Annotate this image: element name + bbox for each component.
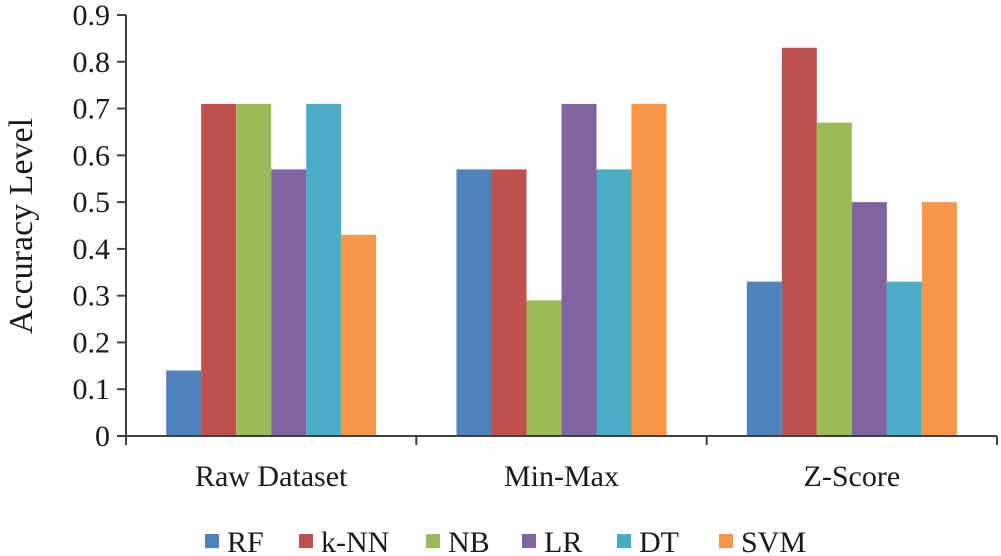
legend-label-rf: RF [227, 526, 264, 556]
y-tick-label: 0.5 [73, 186, 111, 219]
legend-label-k-nn: k-NN [321, 526, 389, 556]
x-axis-labels: Raw Dataset Min-Max Z-Score [195, 460, 900, 493]
bar-rf-2 [746, 281, 782, 436]
y-axis-ticks: 0 0.1 0.2 0.3 0.4 0.5 0.6 0.7 0.8 0.9 [73, 0, 126, 453]
bar-lr-1 [561, 103, 597, 436]
bar-dt-2 [886, 281, 922, 436]
x-category-label: Min-Max [504, 460, 619, 493]
legend-label-svm: SVM [741, 526, 806, 556]
bar-nb-0 [236, 103, 272, 436]
bars [166, 47, 957, 436]
legend-label-lr: LR [544, 526, 582, 556]
bar-k-nn-0 [201, 103, 237, 436]
y-tick-label: 0.2 [73, 326, 111, 359]
bar-dt-1 [596, 169, 632, 436]
legend-label-dt: DT [639, 526, 679, 556]
bar-rf-0 [166, 370, 202, 436]
y-tick-label: 0.7 [73, 93, 111, 126]
y-tick-label: 0.1 [73, 373, 111, 406]
bar-svm-0 [341, 234, 377, 436]
bar-svm-2 [921, 202, 957, 436]
y-tick-label: 0.9 [73, 0, 111, 32]
bar-lr-0 [271, 169, 307, 436]
bar-k-nn-1 [491, 169, 527, 436]
y-tick-label: 0.6 [73, 139, 111, 172]
y-axis-title: Accuracy Level [3, 118, 40, 334]
bar-nb-2 [816, 122, 852, 436]
legend-swatch-svm [719, 534, 733, 548]
bar-nb-1 [526, 300, 562, 436]
bar-lr-2 [851, 202, 887, 436]
legend: RF k-NN NB LR DT SVM [205, 526, 806, 556]
legend-swatch-dt [617, 534, 631, 548]
y-tick-label: 0 [95, 420, 110, 453]
y-tick-label: 0.8 [73, 46, 111, 79]
legend-swatch-k-nn [299, 534, 313, 548]
axes [125, 15, 998, 445]
x-category-label: Raw Dataset [195, 460, 348, 493]
legend-label-nb: NB [448, 526, 490, 556]
y-tick-label: 0.3 [73, 280, 111, 313]
legend-swatch-rf [205, 534, 219, 548]
y-tick-label: 0.4 [73, 233, 111, 266]
bar-dt-0 [306, 103, 342, 436]
bar-rf-1 [456, 169, 492, 436]
bar-k-nn-2 [781, 47, 817, 436]
bar-svm-1 [631, 103, 667, 436]
legend-swatch-lr [522, 534, 536, 548]
x-category-label: Z-Score [804, 460, 901, 493]
legend-swatch-nb [426, 534, 440, 548]
